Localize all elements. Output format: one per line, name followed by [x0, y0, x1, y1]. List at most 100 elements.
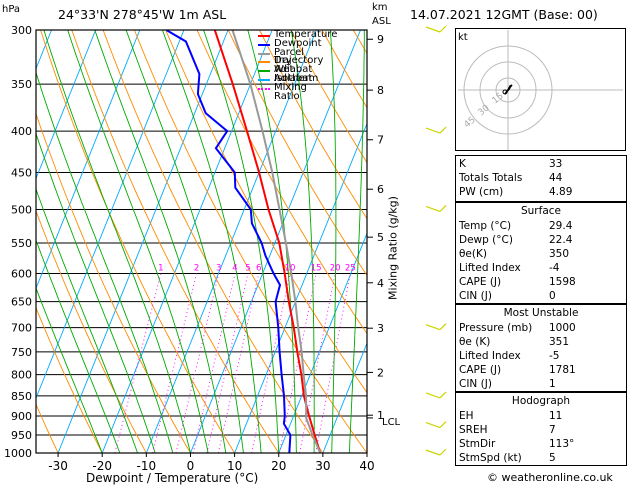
wet-adiabat-line — [36, 187, 138, 453]
km-tick-label: 5 — [377, 231, 384, 244]
pressure-tick-label: 900 — [11, 410, 32, 423]
wind-barb — [425, 448, 447, 456]
dry-adiabat-line — [36, 209, 147, 453]
parcel-trajectory-profile — [231, 30, 322, 453]
x-axis-label: Dewpoint / Temperature (°C) — [86, 471, 259, 485]
mixing-ratio-label: 20 — [330, 264, 341, 274]
wind-barb — [425, 323, 447, 331]
index-label: Totals Totals — [459, 172, 523, 184]
wet-adiabat-line — [36, 238, 121, 453]
legend-label: Temperature — [274, 29, 338, 40]
mixing-ratio-line — [251, 273, 291, 453]
pressure-tick-label: 500 — [11, 203, 32, 216]
legend-label: Parcel Trajectory — [274, 46, 324, 67]
temperature-tick-label: 40 — [359, 459, 374, 473]
pressure-tick-label: 800 — [11, 369, 32, 382]
mixing-ratio-label: 5 — [245, 264, 250, 274]
legend-label: Isotherm — [274, 72, 319, 84]
hodo-value: 113° — [549, 438, 575, 450]
wet-adiabat-line — [67, 30, 209, 453]
dry-adiabat-line — [227, 30, 367, 277]
legend-label: Dry Adiabat — [274, 55, 313, 76]
mixing-ratio-label: 15 — [311, 264, 322, 274]
index-value: 33 — [549, 158, 563, 170]
wet-adiabat-line — [94, 30, 227, 453]
hodograph-unit: kt — [458, 32, 468, 43]
temperature-profile — [213, 30, 322, 453]
dewpoint-profile — [165, 30, 292, 453]
km-tick-label: 9 — [377, 33, 384, 46]
surface-label: Dewp (°C) — [459, 234, 513, 246]
km-tick-label: 1 — [377, 409, 384, 422]
indices-table: K 33 Totals Totals 44 PW (cm) 4.89 — [455, 155, 627, 202]
mixing-ratio-axis-label: Mixing Ratio (g/kg) — [386, 196, 400, 300]
index-label: K — [459, 158, 466, 170]
wet-adiabat-line — [36, 132, 156, 453]
legend-label: Mixing Ratio — [274, 81, 307, 102]
dry-adiabat-line — [40, 30, 235, 453]
mixing-ratio-line — [114, 273, 162, 453]
pressure-tick-label: 450 — [11, 166, 32, 179]
dry-adiabat-line — [71, 30, 280, 453]
legend-label: Dewpoint — [274, 37, 322, 49]
mixing-ratio-line — [152, 273, 198, 453]
temperature-tick-label: 30 — [315, 459, 330, 473]
temperature-tick-label: 20 — [271, 459, 286, 473]
mu-label: Pressure (mb) — [459, 322, 533, 334]
mu-label: CIN (J) — [459, 378, 492, 390]
surface-value: 29.4 — [549, 220, 573, 232]
hodograph-chart: kt 45 30 15 — [455, 28, 626, 151]
mu-label: Lifted Index — [459, 350, 521, 362]
km-axis-label: km — [372, 2, 388, 13]
surface-table: Surface Temp (°C) 29.4 Dewp (°C) 22.4 θe… — [455, 202, 627, 304]
storm-motion-marker — [502, 89, 508, 95]
temperature-tick-label: -20 — [92, 459, 112, 473]
mixing-ratio-label: 4 — [232, 264, 237, 274]
pressure-tick-label: 350 — [11, 78, 32, 91]
dry-adiabat-line — [133, 30, 367, 453]
wind-barb — [425, 205, 447, 213]
temperature-tick-label: -10 — [137, 459, 157, 473]
pressure-tick-label: 600 — [11, 268, 32, 281]
km-tick-label: 2 — [377, 366, 384, 379]
pressure-tick-label: 1000 — [4, 447, 32, 460]
wet-adiabat-line — [36, 286, 103, 453]
index-value: 44 — [549, 172, 563, 184]
lcl-label: LCL — [382, 417, 401, 428]
station-location: 24°33'N 278°45'W 1m ASL — [58, 7, 227, 22]
mixing-ratio-line — [206, 273, 249, 453]
wet-adiabat-line — [329, 30, 337, 453]
legend-swatch — [258, 35, 270, 37]
legend-swatch — [258, 78, 270, 81]
wet-adiabat-line — [161, 30, 262, 453]
dry-adiabat-line — [36, 403, 59, 453]
km-tick-label: 8 — [377, 84, 384, 97]
mixing-ratio-label: 10 — [285, 264, 296, 274]
mixing-ratio-label: 25 — [345, 264, 356, 274]
surface-label: Temp (°C) — [459, 220, 512, 232]
pressure-tick-label: 750 — [11, 346, 32, 359]
surface-value: 350 — [549, 248, 570, 260]
pressure-tick-label: 950 — [11, 429, 32, 442]
hodo-label: StmDir — [459, 438, 496, 450]
surface-value: 22.4 — [549, 234, 573, 246]
isotherm-line — [36, 30, 141, 290]
km-tick-label: 4 — [377, 277, 384, 290]
mixing-ratio-label: 3 — [216, 264, 221, 274]
isotherm-line — [278, 232, 367, 453]
legend-swatch — [258, 87, 270, 90]
surface-value: 0 — [549, 290, 556, 302]
wind-barb — [425, 391, 447, 399]
hodograph-trace — [504, 84, 513, 95]
temperature-tick-label: -30 — [48, 459, 68, 473]
mu-value: -5 — [549, 350, 560, 362]
hodo-label: EH — [459, 410, 474, 422]
copyright-footer: © weatheronline.co.uk — [487, 471, 613, 484]
plot-frame — [35, 29, 368, 454]
hodograph-table: Hodograph EH 11 SREH 7 StmDir 113° StmSp… — [455, 392, 627, 466]
pressure-tick-label: 650 — [11, 296, 32, 309]
surface-label: CAPE (J) — [459, 276, 502, 288]
wind-barb — [425, 126, 447, 134]
temperature-tick-label: 0 — [187, 459, 195, 473]
km-tick-label: 3 — [377, 322, 384, 335]
